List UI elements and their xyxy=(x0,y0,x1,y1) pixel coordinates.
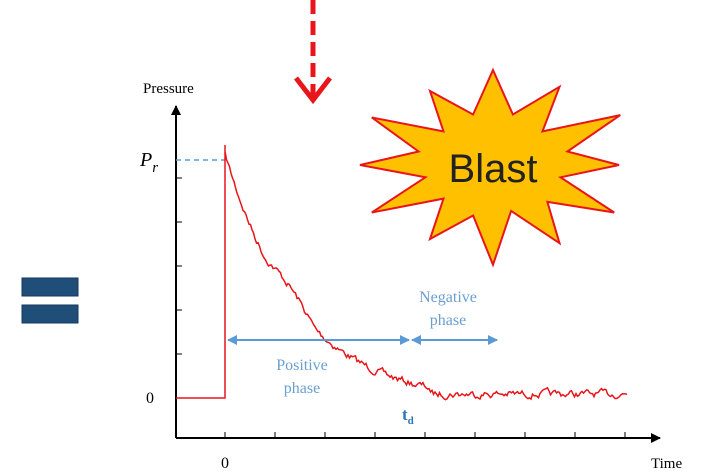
blast-label: Blast xyxy=(449,147,538,191)
y-axis-label: Pressure xyxy=(143,81,194,97)
positive-line1: Positive xyxy=(276,357,328,374)
negative-line1: Negative xyxy=(419,289,477,306)
negative-line2: phase xyxy=(430,312,466,329)
equals-bar xyxy=(21,277,79,297)
impact-arrow-head xyxy=(294,76,332,105)
blast-star xyxy=(359,67,621,268)
duration-symbol: t xyxy=(402,405,408,424)
peak-subscript: r xyxy=(152,160,158,176)
pressure-curve xyxy=(176,145,628,401)
duration-subscript: d xyxy=(408,415,414,427)
equals-bar xyxy=(21,304,79,324)
x-axis-label: Time xyxy=(651,456,682,472)
duration-label: td xyxy=(402,405,414,427)
peak-symbol-main: P xyxy=(139,149,152,171)
peak-symbol: Pr xyxy=(139,149,158,176)
y-zero: 0 xyxy=(146,390,154,407)
positive-line2: phase xyxy=(284,380,320,397)
x-zero: 0 xyxy=(221,455,229,472)
ticks xyxy=(176,177,626,438)
